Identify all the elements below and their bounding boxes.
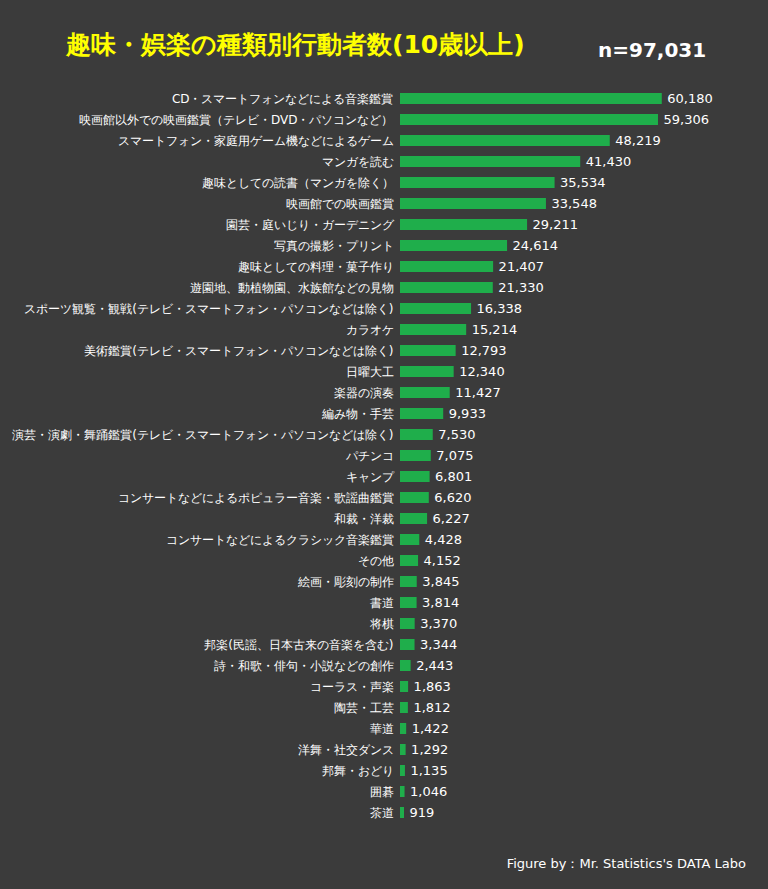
svg-text:12,793: 12,793 <box>461 343 507 358</box>
svg-text:60,180: 60,180 <box>667 91 713 106</box>
svg-text:囲碁: 囲碁 <box>370 785 394 799</box>
svg-text:41,430: 41,430 <box>586 154 632 169</box>
svg-text:4,428: 4,428 <box>425 532 462 547</box>
svg-text:和裁・洋裁: 和裁・洋裁 <box>334 512 394 526</box>
html-text:趣味・娯楽の種類別行動者数(10歳以上): 趣味・娯楽の種類別行動者数(10歳以上) <box>66 30 525 59</box>
svg-text:12,340: 12,340 <box>459 364 505 379</box>
svg-text:パチンコ: パチンコ <box>345 449 394 463</box>
svg-text:1,812: 1,812 <box>413 700 450 715</box>
svg-text:映画館での映画鑑賞: 映画館での映画鑑賞 <box>286 197 394 211</box>
svg-text:9,933: 9,933 <box>449 406 486 421</box>
svg-text:59,306: 59,306 <box>663 112 709 127</box>
svg-text:演芸・演劇・舞踊鑑賞(テレビ・スマートフォン・パソコンなどは: 演芸・演劇・舞踊鑑賞(テレビ・スマートフォン・パソコンなどは除く) <box>12 428 393 442</box>
svg-text:7,075: 7,075 <box>436 448 473 463</box>
svg-text:写真の撮影・プリント: 写真の撮影・プリント <box>274 239 394 253</box>
svg-text:陶芸・工芸: 陶芸・工芸 <box>334 701 394 715</box>
svg-text:詩・和歌・俳句・小説などの創作: 詩・和歌・俳句・小説などの創作 <box>214 659 394 673</box>
svg-text:3,814: 3,814 <box>422 595 459 610</box>
svg-text:邦舞・おどり: 邦舞・おどり <box>322 764 394 778</box>
html-text:n=97,031: n=97,031 <box>598 38 707 62</box>
svg-text:21,330: 21,330 <box>498 280 544 295</box>
svg-text:16,338: 16,338 <box>477 301 523 316</box>
svg-text:キャンプ: キャンプ <box>346 470 395 484</box>
svg-text:11,427: 11,427 <box>455 385 501 400</box>
svg-text:1,046: 1,046 <box>410 784 447 799</box>
svg-text:マンガを読む: マンガを読む <box>322 155 394 169</box>
svg-text:1,422: 1,422 <box>412 721 449 736</box>
svg-text:映画館以外での映画鑑賞（テレビ・DVD・パソコンなど）: 映画館以外での映画鑑賞（テレビ・DVD・パソコンなど） <box>79 113 393 127</box>
svg-text:カラオケ: カラオケ <box>346 323 394 337</box>
svg-text:CD・スマートフォンなどによる音楽鑑賞: CD・スマートフォンなどによる音楽鑑賞 <box>172 92 394 106</box>
svg-text:48,219: 48,219 <box>615 133 661 148</box>
svg-text:7,530: 7,530 <box>438 427 475 442</box>
svg-text:書道: 書道 <box>370 596 394 610</box>
svg-text:華道: 華道 <box>370 722 394 736</box>
svg-text:茶道: 茶道 <box>370 806 394 820</box>
svg-text:6,620: 6,620 <box>434 490 471 505</box>
svg-text:コンサートなどによるクラシック音楽鑑賞: コンサートなどによるクラシック音楽鑑賞 <box>166 533 394 547</box>
svg-text:1,292: 1,292 <box>411 742 448 757</box>
svg-text:スポーツ観覧・観戦(テレビ・スマートフォン・パソコンなどは除: スポーツ観覧・観戦(テレビ・スマートフォン・パソコンなどは除く) <box>24 302 393 316</box>
svg-text:美術鑑賞(テレビ・スマートフォン・パソコンなどは除く): 美術鑑賞(テレビ・スマートフォン・パソコンなどは除く) <box>84 344 393 358</box>
svg-text:919: 919 <box>409 805 434 820</box>
svg-text:洋舞・社交ダンス: 洋舞・社交ダンス <box>298 743 394 757</box>
svg-text:2,443: 2,443 <box>416 658 453 673</box>
svg-text:将棋: 将棋 <box>369 617 394 631</box>
svg-text:遊園地、動植物園、水族館などの見物: 遊園地、動植物園、水族館などの見物 <box>190 281 394 295</box>
svg-text:24,614: 24,614 <box>513 238 559 253</box>
svg-text:邦楽(民謡、日本古来の音楽を含む): 邦楽(民謡、日本古来の音楽を含む) <box>204 638 393 652</box>
svg-text:3,344: 3,344 <box>420 637 457 652</box>
svg-text:趣味としての料理・菓子作り: 趣味としての料理・菓子作り <box>238 260 394 274</box>
html-text:Figure by：Mr. Statistics's DAT: Figure by：Mr. Statistics's DATA Labo <box>506 856 746 871</box>
svg-text:21,407: 21,407 <box>499 259 545 274</box>
svg-text:コンサートなどによるポピュラー音楽・歌謡曲鑑賞: コンサートなどによるポピュラー音楽・歌謡曲鑑賞 <box>118 491 394 505</box>
svg-text:3,370: 3,370 <box>420 616 457 631</box>
svg-text:3,845: 3,845 <box>422 574 459 589</box>
svg-text:1,135: 1,135 <box>410 763 447 778</box>
svg-text:日曜大工: 日曜大工 <box>346 365 394 379</box>
svg-text:1,863: 1,863 <box>414 679 451 694</box>
svg-text:その他: その他 <box>358 554 394 568</box>
svg-text:35,534: 35,534 <box>560 175 606 190</box>
svg-text:楽器の演奏: 楽器の演奏 <box>334 386 394 400</box>
svg-text:29,211: 29,211 <box>533 217 579 232</box>
svg-text:15,214: 15,214 <box>472 322 518 337</box>
svg-text:園芸・庭いじり・ガーデニング: 園芸・庭いじり・ガーデニング <box>226 218 395 232</box>
svg-text:コーラス・声楽: コーラス・声楽 <box>310 680 394 694</box>
svg-text:編み物・手芸: 編み物・手芸 <box>321 407 394 421</box>
svg-text:6,227: 6,227 <box>433 511 470 526</box>
svg-text:スマートフォン・家庭用ゲーム機などによるゲーム: スマートフォン・家庭用ゲーム機などによるゲーム <box>118 134 394 148</box>
svg-text:絵画・彫刻の制作: 絵画・彫刻の制作 <box>297 575 394 589</box>
svg-text:33,548: 33,548 <box>551 196 597 211</box>
svg-text:趣味としての読書（マンガを除く）: 趣味としての読書（マンガを除く） <box>202 176 394 190</box>
svg-text:6,801: 6,801 <box>435 469 472 484</box>
svg-text:4,152: 4,152 <box>424 553 461 568</box>
